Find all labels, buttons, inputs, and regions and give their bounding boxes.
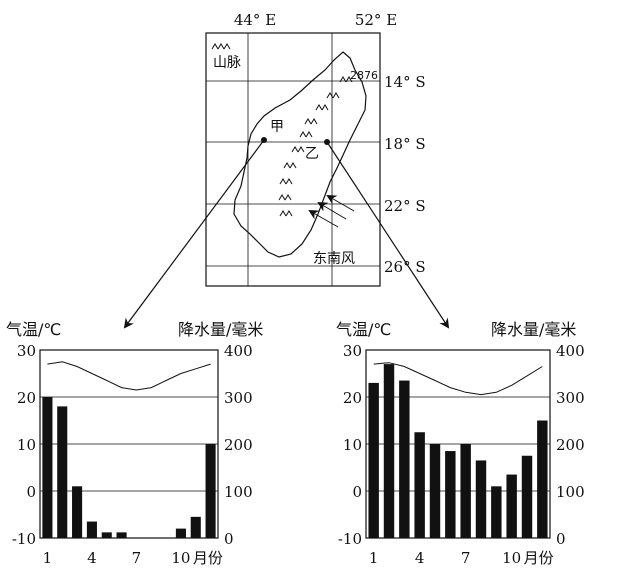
precipitation-bar <box>72 486 83 538</box>
precipitation-bar <box>175 528 186 538</box>
chart-yi-left-axis-label: 气温/℃ <box>336 320 391 339</box>
precipitation-bar <box>383 364 395 538</box>
right-tick-label: 400 <box>556 342 585 360</box>
x-tick-label: 4 <box>415 549 425 567</box>
precipitation-bar <box>86 521 97 538</box>
chart-yi-bars <box>368 364 548 538</box>
precipitation-bar <box>57 406 68 538</box>
left-tick-label: 10 <box>343 436 362 454</box>
left-tick-label: 30 <box>343 342 362 360</box>
chart-yi-temperature-line <box>373 362 543 396</box>
chart-jia-left-axis-label: 气温/℃ <box>6 320 61 339</box>
map-frame <box>205 32 381 287</box>
precipitation-bar <box>521 455 533 538</box>
precipitation-bar <box>368 382 379 538</box>
leader-arrow-yi <box>326 141 450 329</box>
peak-elevation: 2876 <box>350 69 378 82</box>
right-tick-label: 200 <box>224 436 253 454</box>
precipitation-bar <box>475 460 487 538</box>
chart-jia-bars <box>42 397 216 538</box>
map: 44° E 52° E 14° S 18° S 22° S 26° S 山脉 2… <box>123 11 450 329</box>
precipitation-bar <box>460 444 471 538</box>
left-tick-label: -10 <box>12 530 36 548</box>
right-tick-label: 300 <box>224 389 253 407</box>
precipitation-bar <box>42 397 53 538</box>
precipitation-bar <box>445 451 456 538</box>
chart-jia-gridlines <box>40 396 218 492</box>
right-tick-label: 100 <box>224 483 253 501</box>
right-tick-label: 400 <box>224 342 253 360</box>
precipitation-bar <box>491 486 502 538</box>
mountain-range-symbols <box>278 76 353 217</box>
right-tick-label: 0 <box>556 530 566 548</box>
x-tick-label: 4 <box>87 549 97 567</box>
legend-label: 山脉 <box>213 55 241 71</box>
madagascar-outline <box>233 51 367 258</box>
wind-arrow-2 <box>317 201 347 220</box>
wind-arrow-1 <box>308 210 339 228</box>
point-jia-label: 甲 <box>270 119 284 135</box>
precipitation-bar <box>429 444 441 538</box>
left-tick-label: -10 <box>338 530 362 548</box>
wind-arrow-3 <box>326 195 355 212</box>
wind-label: 东南风 <box>313 251 355 267</box>
x-tick-label: 10 <box>502 549 521 567</box>
precipitation-bar <box>190 516 201 538</box>
x-unit-label: 月份 <box>524 549 554 567</box>
lat-label-26s: 26° S <box>384 258 426 276</box>
chart-yi-gridlines <box>366 396 550 492</box>
precipitation-bar <box>399 380 410 538</box>
precipitation-bar <box>537 420 548 538</box>
lon-label-52e: 52° E <box>355 11 397 29</box>
right-tick-label: 200 <box>556 436 585 454</box>
chart-yi-right-axis-label: 降水量/毫米 <box>491 320 576 339</box>
left-tick-label: 0 <box>352 483 362 501</box>
x-tick-label: 10 <box>171 549 190 567</box>
lon-label-44e: 44° E <box>234 11 276 29</box>
lat-label-14s: 14° S <box>384 73 426 91</box>
precipitation-bar <box>414 432 425 538</box>
x-tick-label: 1 <box>369 549 379 567</box>
x-tick-label: 1 <box>43 549 53 567</box>
left-tick-label: 0 <box>26 483 36 501</box>
point-yi-label: 乙 <box>305 146 319 162</box>
x-tick-label: 7 <box>461 549 471 567</box>
x-unit-label: 月份 <box>193 549 223 567</box>
precipitation-bar <box>101 532 112 538</box>
left-tick-label: 10 <box>17 436 36 454</box>
precipitation-bar <box>116 532 127 538</box>
chart-jia-temperature-line <box>47 361 211 391</box>
left-tick-label: 20 <box>343 389 362 407</box>
x-tick-label: 7 <box>132 549 142 567</box>
right-tick-label: 300 <box>556 389 585 407</box>
precipitation-bar <box>506 474 517 538</box>
right-tick-label: 0 <box>224 530 234 548</box>
precipitation-bar <box>205 444 216 538</box>
leader-arrow-jia <box>123 139 265 329</box>
left-tick-label: 30 <box>17 342 36 360</box>
chart-jia-right-axis-label: 降水量/毫米 <box>178 320 263 339</box>
lat-label-22s: 22° S <box>384 197 426 215</box>
lat-label-18s: 18° S <box>384 135 426 153</box>
right-tick-label: 100 <box>556 483 585 501</box>
left-tick-label: 20 <box>17 389 36 407</box>
mountain-legend-icon <box>211 43 231 50</box>
